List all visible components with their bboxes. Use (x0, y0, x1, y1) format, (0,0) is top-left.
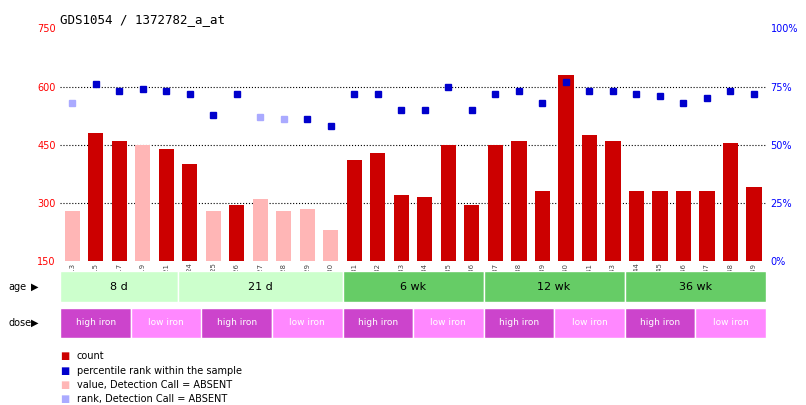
Text: value, Detection Call = ABSENT: value, Detection Call = ABSENT (77, 380, 231, 390)
Text: age: age (8, 282, 26, 292)
Text: high iron: high iron (499, 318, 539, 328)
Text: high iron: high iron (640, 318, 680, 328)
Text: low iron: low iron (571, 318, 607, 328)
Bar (464, 205, 480, 261)
Bar (323, 230, 339, 261)
Bar (229, 205, 244, 261)
Text: ■: ■ (60, 366, 69, 375)
Bar (60, 271, 178, 302)
Text: 8 d: 8 d (110, 281, 128, 292)
Bar (605, 141, 621, 261)
Bar (300, 209, 315, 261)
Bar (582, 135, 597, 261)
Text: rank, Detection Call = ABSENT: rank, Detection Call = ABSENT (77, 394, 226, 404)
Text: ■: ■ (60, 394, 69, 404)
Bar (206, 211, 221, 261)
Bar (695, 308, 766, 338)
Bar (131, 308, 202, 338)
Text: GDS1054 / 1372782_a_at: GDS1054 / 1372782_a_at (60, 13, 226, 26)
Bar (488, 145, 503, 261)
Bar (178, 271, 343, 302)
Bar (746, 188, 762, 261)
Text: 6 wk: 6 wk (400, 281, 426, 292)
Text: dose: dose (8, 318, 31, 328)
Bar (159, 149, 174, 261)
Bar (484, 271, 625, 302)
Bar (111, 141, 127, 261)
Bar (343, 271, 484, 302)
Bar (343, 308, 413, 338)
Text: ■: ■ (60, 380, 69, 390)
Bar (202, 308, 272, 338)
Text: count: count (77, 352, 104, 361)
Text: 36 wk: 36 wk (679, 281, 712, 292)
Bar (723, 143, 738, 261)
Text: ■: ■ (60, 352, 69, 361)
Bar (534, 192, 550, 261)
Bar (272, 308, 343, 338)
Bar (347, 160, 362, 261)
Bar (370, 153, 385, 261)
Bar (652, 192, 667, 261)
Bar (484, 308, 554, 338)
Text: ▶: ▶ (31, 318, 38, 328)
Bar (64, 211, 80, 261)
Text: 12 wk: 12 wk (538, 281, 571, 292)
Text: low iron: low iron (148, 318, 184, 328)
Text: percentile rank within the sample: percentile rank within the sample (77, 366, 242, 375)
Bar (511, 141, 526, 261)
Bar (135, 145, 151, 261)
Bar (559, 75, 574, 261)
Bar (252, 199, 268, 261)
Bar (182, 164, 197, 261)
Bar (413, 308, 484, 338)
Bar (625, 271, 766, 302)
Bar (441, 145, 456, 261)
Bar (675, 192, 691, 261)
Bar (625, 308, 695, 338)
Bar (88, 133, 103, 261)
Text: high iron: high iron (76, 318, 116, 328)
Bar (418, 197, 433, 261)
Text: low iron: low iron (430, 318, 466, 328)
Text: low iron: low iron (289, 318, 325, 328)
Bar (629, 192, 644, 261)
Text: 21 d: 21 d (248, 281, 272, 292)
Bar (700, 192, 715, 261)
Bar (554, 308, 625, 338)
Bar (393, 195, 409, 261)
Bar (276, 211, 292, 261)
Text: high iron: high iron (358, 318, 398, 328)
Text: high iron: high iron (217, 318, 257, 328)
Bar (60, 308, 131, 338)
Text: low iron: low iron (713, 318, 748, 328)
Text: ▶: ▶ (31, 282, 38, 292)
